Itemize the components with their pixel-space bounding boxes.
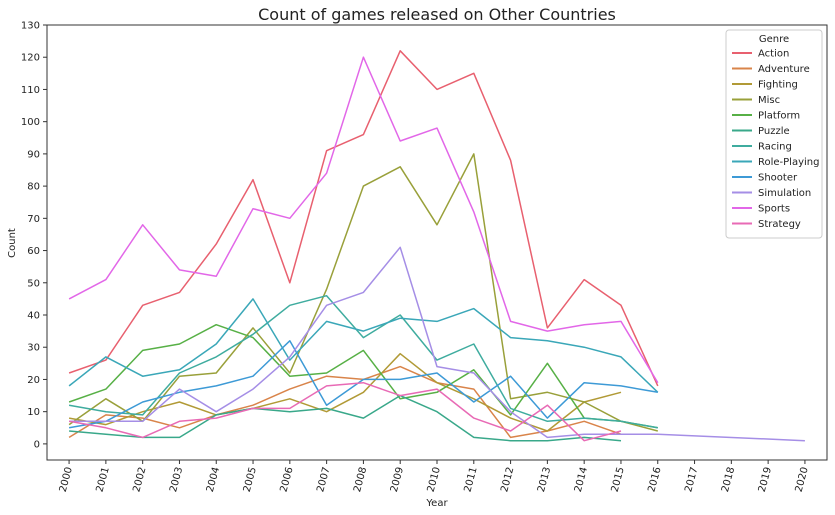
legend-label: Shooter	[758, 173, 798, 184]
series-line-role-playing	[68, 298, 659, 393]
legend-label: Platform	[758, 111, 800, 122]
series-line-puzzle	[69, 394, 622, 442]
y-tick-label: 20	[27, 375, 40, 386]
y-tick-label: 40	[27, 311, 40, 322]
x-tick-label: 2007	[315, 466, 332, 493]
x-tick-label: 2017	[683, 466, 700, 493]
x-tick-label: 2003	[168, 466, 185, 493]
legend-title: Genre	[759, 34, 789, 45]
series-line-platform	[68, 323, 658, 429]
y-tick-label: 120	[21, 53, 40, 64]
legend-label: Strategy	[758, 219, 801, 230]
legend-label: Misc	[758, 95, 780, 106]
y-tick-label: 130	[21, 21, 40, 32]
y-tick-label: 80	[27, 182, 40, 193]
x-tick-label: 2006	[279, 466, 296, 493]
x-tick-label: 2020	[794, 466, 811, 493]
x-axis: 2000 2001 2002 2003 2004 2005 2006 2007 2008 2009…	[58, 460, 811, 493]
series-line-sports	[68, 56, 659, 384]
x-tick-label: 2002	[131, 466, 148, 493]
x-tick-label: 2005	[242, 466, 259, 493]
legend-label: Puzzle	[758, 126, 790, 137]
x-tick-label: 2016	[646, 466, 663, 493]
y-tick-label: 30	[27, 343, 40, 354]
chart-title: Count of games released on Other Countri…	[258, 5, 616, 24]
x-tick-label: 2000	[58, 466, 75, 493]
legend-label: Fighting	[758, 80, 798, 91]
x-tick-label: 2009	[389, 466, 406, 493]
series-line-simulation	[69, 246, 805, 442]
x-tick-label: 2012	[499, 466, 516, 493]
series-line-racing	[68, 294, 658, 429]
series-lines	[68, 50, 805, 442]
y-tick-label: 100	[21, 117, 40, 128]
series-line-shooter	[68, 340, 658, 429]
y-axis-label: Count	[7, 228, 18, 258]
x-tick-label: 2011	[462, 466, 479, 493]
series-line-misc	[68, 153, 658, 432]
y-tick-label: 0	[34, 439, 40, 450]
legend-label: Action	[758, 49, 789, 60]
x-tick-label: 2018	[720, 466, 737, 493]
legend-label: Role-Playing	[758, 157, 819, 168]
x-tick-label: 2014	[573, 466, 590, 493]
x-tick-label: 2015	[610, 466, 627, 493]
legend-label: Simulation	[758, 188, 811, 199]
x-tick-label: 2010	[426, 466, 443, 493]
legend-label: Sports	[758, 204, 790, 215]
series-line-action	[68, 50, 659, 387]
legend-label: Adventure	[758, 64, 810, 75]
series-line-strategy	[68, 381, 622, 442]
y-tick-label: 60	[27, 246, 40, 257]
y-tick-label: 50	[27, 278, 40, 289]
y-tick-label: 10	[27, 407, 40, 418]
x-axis-label: Year	[425, 498, 448, 509]
legend-label: Racing	[758, 142, 792, 153]
legend-box	[725, 29, 823, 239]
x-tick-label: 2013	[536, 466, 553, 493]
y-tick-label: 70	[27, 214, 40, 225]
y-axis: 0 10 20 30 40 50 60 70 80 90 100 110 120 130	[21, 21, 47, 450]
y-tick-label: 90	[27, 149, 40, 160]
x-tick-label: 2008	[352, 466, 369, 493]
y-tick-label: 110	[21, 85, 40, 96]
x-tick-label: 2001	[95, 466, 112, 493]
x-tick-label: 2004	[205, 466, 222, 493]
x-tick-label: 2019	[757, 466, 774, 493]
legend: Genre Action Adventure Fighting Misc Platform…	[725, 29, 823, 239]
